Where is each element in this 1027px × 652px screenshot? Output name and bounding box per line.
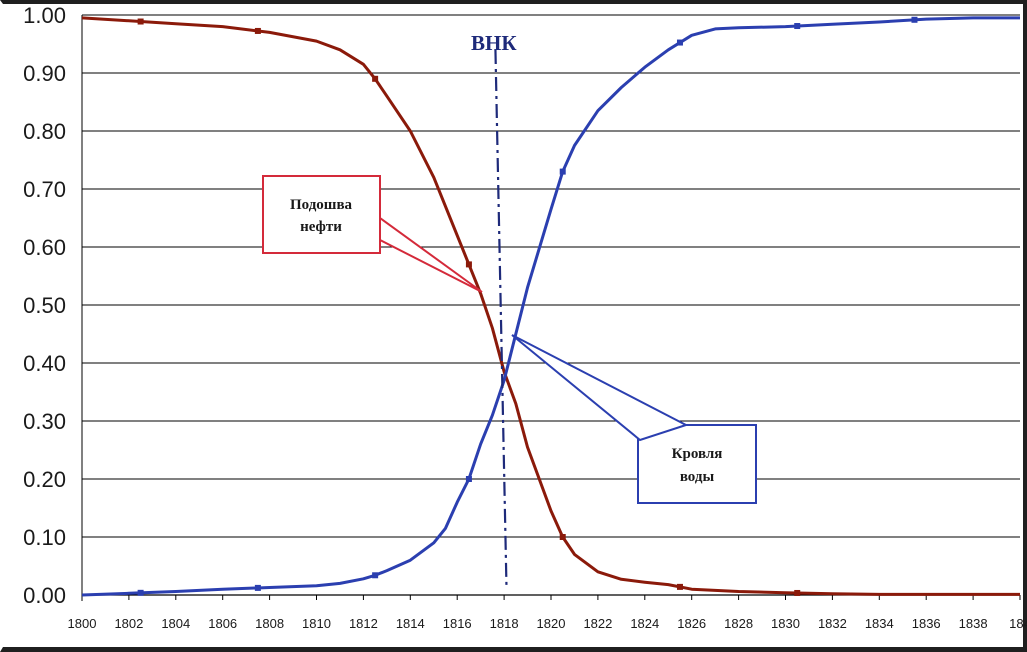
x-tick-label: 1826: [677, 616, 706, 631]
x-tick-label: 1814: [396, 616, 425, 631]
oil-callout-label-2: нефти: [300, 219, 342, 235]
x-tick-label: 1820: [537, 616, 566, 631]
x-tick-labels: 1800 1802 1804 1806 1808 1810 1812 1814 1816 1818…: [68, 616, 1027, 631]
vnk-label: ВНК: [471, 31, 517, 55]
x-tick-label: 1824: [630, 616, 659, 631]
x-tick-label: 1806: [208, 616, 237, 631]
y-tick-label: 0.30: [23, 409, 66, 434]
x-tick-label: 1838: [959, 616, 988, 631]
water-series-line: [81, 16, 1020, 597]
oil-callout: Подошва нефти: [262, 175, 483, 293]
x-tick-label: 1810: [302, 616, 331, 631]
oil-point: [254, 27, 261, 34]
series-lines: [81, 16, 1020, 597]
x-tick-label: 184: [1009, 616, 1027, 631]
x-tick-label: 1832: [818, 616, 847, 631]
oil-point: [372, 75, 379, 82]
water-point: [372, 572, 379, 579]
y-tick-label: 0.00: [23, 583, 66, 608]
water-point: [794, 23, 801, 30]
x-tick-label: 1808: [255, 616, 284, 631]
x-tick-label: 1816: [443, 616, 472, 631]
oil-point: [465, 261, 472, 268]
oil-point: [794, 589, 801, 596]
y-tick-label: 1.00: [23, 3, 66, 28]
water-point: [465, 476, 472, 482]
x-tick-label: 1830: [771, 616, 800, 631]
x-tick-label: 1836: [912, 616, 941, 631]
y-tick-label: 0.10: [23, 525, 66, 550]
water-callout-label-2: воды: [680, 469, 715, 485]
y-tick-label: 0.50: [23, 293, 66, 318]
water-callout: Кровля воды: [511, 334, 757, 504]
x-tick-label: 1804: [161, 616, 190, 631]
water-point: [559, 168, 566, 175]
y-tick-label: 0.20: [23, 467, 66, 492]
y-tick-label: 0.60: [23, 235, 66, 260]
y-tick-label: 0.90: [23, 61, 66, 86]
series-markers: [137, 16, 918, 596]
oil-point: [676, 583, 683, 590]
y-tick-label: 0.80: [23, 119, 66, 144]
oil-callout-box: [262, 175, 381, 254]
x-tick-label: 1822: [583, 616, 612, 631]
x-tick-label: 1800: [68, 616, 97, 631]
water-point: [676, 39, 683, 46]
x-tick-label: 1828: [724, 616, 753, 631]
y-tick-label: 0.40: [23, 351, 66, 376]
y-tick-labels: 0.00 0.10 0.20 0.30 0.40 0.50 0.60 0.70 0.80 0.90…: [23, 3, 66, 608]
water-point: [254, 584, 261, 591]
oil-callout-label-1: Подошва: [290, 197, 353, 213]
water-point: [137, 589, 144, 596]
water-callout-label-1: Кровля: [672, 446, 723, 462]
x-tick-label: 1818: [490, 616, 519, 631]
x-tick-label: 1802: [114, 616, 143, 631]
y-tick-label: 0.70: [23, 177, 66, 202]
vnk-line: [494, 49, 508, 586]
oil-point: [137, 18, 144, 25]
x-tick-label: 1834: [865, 616, 894, 631]
oil-series-line: [81, 16, 1020, 596]
oil-point: [559, 534, 566, 540]
oil-callout-pointer: [379, 216, 483, 293]
water-callout-box: [637, 424, 757, 504]
water-callout-pointer: [511, 334, 689, 442]
water-point: [911, 16, 918, 23]
x-tick-label: 1812: [349, 616, 378, 631]
